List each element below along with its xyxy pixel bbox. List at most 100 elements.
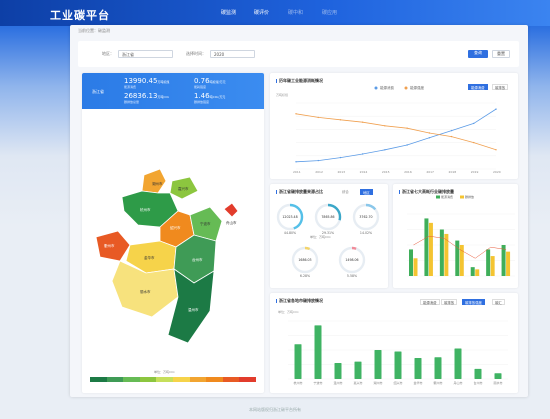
bar-energy (486, 249, 491, 276)
x-tick: 宁波市 (313, 380, 322, 385)
trend-line (413, 235, 507, 259)
x-tick: 2012 (315, 170, 323, 174)
point-energy (495, 108, 497, 110)
city-bar (434, 357, 442, 379)
x-tick: 2017 (426, 170, 434, 174)
gauge-arc (276, 203, 304, 231)
query-button[interactable]: 查询 (468, 50, 488, 58)
x-tick: 丽水市 (493, 380, 502, 385)
city-bar (334, 363, 342, 379)
scale-swatch (156, 377, 173, 382)
x-tick: 舟山市 (453, 380, 462, 385)
region-select[interactable]: 浙江省 (118, 50, 173, 58)
axis-unit-left: 万吨标煤 (276, 92, 288, 97)
city-label: 温州市 (188, 307, 199, 312)
gauge-arc (314, 203, 342, 231)
stat-carbon: 26836.13万吨CO₂ 碳排放总量 (124, 92, 170, 104)
point-energy (428, 137, 431, 139)
city-card: 浙江省各地市碳排放情况 能源消费 碳排放 碳排放强度 碳汇 单位：万吨CO₂ 杭州… (270, 293, 518, 393)
bar-carbon (459, 245, 464, 276)
legend-energy: 能源消费 (380, 85, 394, 90)
trend-card: 历年碳工业能源消耗情况 能源消费 碳排放 能源消费 能源强度 万吨标煤 2011 201… (270, 73, 518, 179)
city-bar (374, 350, 382, 379)
tab-gauge-all[interactable]: 综合 (340, 189, 351, 195)
tab-gauge-region[interactable]: 地区 (360, 189, 373, 195)
tab-city-energy[interactable]: 能源消费 (420, 299, 440, 305)
tab-trend-carbon[interactable]: 碳排放 (492, 84, 509, 90)
scale-swatch (206, 377, 223, 382)
point-intensity (473, 141, 475, 144)
x-tick: 金华市 (413, 380, 422, 385)
city-label: 金华市 (144, 255, 155, 260)
point-intensity (450, 135, 453, 138)
point-intensity (495, 149, 497, 151)
x-tick: 台州市 (473, 380, 482, 385)
footer: 本网站版权归浙江碳平台所有 (249, 407, 301, 412)
gauge-pct: 29.31% (322, 231, 334, 235)
point-energy (450, 129, 453, 132)
legend-dot (374, 86, 378, 90)
city-wenzhou[interactable] (167, 268, 215, 344)
nav-carbon-neutral[interactable]: 碳中和 (288, 10, 304, 16)
tab-trend-energy[interactable]: 能源消费 (468, 84, 488, 90)
city-bar (494, 373, 502, 379)
reset-button[interactable]: 重置 (492, 50, 510, 58)
point-energy (295, 161, 297, 163)
nav-carbon-app[interactable]: 碳应用 (322, 10, 338, 16)
gauge-value: 1498.06 (345, 258, 358, 262)
x-tick: 2015 (382, 170, 390, 174)
city-label: 丽水市 (140, 289, 151, 294)
legend-swatch (460, 195, 464, 199)
legend-dot (404, 86, 408, 90)
axis-unit: 单位：万吨CO₂ (278, 309, 299, 314)
series-line-energy (295, 108, 497, 163)
nav-carbon-eval[interactable]: 碳评价 (254, 10, 270, 16)
city-jiaxing[interactable] (169, 176, 199, 200)
summary-region: 浙江省 (92, 89, 104, 94)
compare-card: 浙江省七大高耗行业碳排放量 能源消费 碳排放 (393, 184, 518, 288)
region-label: 地区： (102, 51, 114, 56)
gauge-pct: 5.58% (347, 274, 357, 278)
gauge-value: 12023.48 (282, 215, 297, 219)
compare-title: 浙江省七大高耗行业碳排放量 (399, 189, 454, 195)
gauge-arc (352, 203, 380, 231)
compare-chart: 能源消费 碳排放 (407, 194, 515, 277)
legend-intensity: 能源强度 (410, 85, 424, 90)
city-label: 宁波市 (200, 221, 211, 226)
zhejiang-map[interactable]: 湖州市 嘉兴市 杭州市 绍兴市 宁波市 舟山市 衢州市 金华市 台州市 丽水市 … (82, 111, 264, 391)
nav-carbon-monitor[interactable]: 碳监测 (221, 10, 237, 16)
map-legend-label: 单位：万吨CO₂ (154, 370, 175, 374)
x-tick: 绍兴市 (393, 380, 402, 385)
city-bar (354, 361, 362, 379)
bar-carbon (413, 258, 418, 276)
point-intensity (406, 127, 408, 129)
city-quzhou[interactable] (95, 230, 131, 262)
gauge-pct: 6.28% (300, 274, 310, 278)
gauge-card: 浙江省碳排放量来源占比 综合 地区 12023.48 44.80% 7865.86 2… (270, 184, 388, 288)
map-color-scale (90, 377, 256, 382)
city-lishui[interactable] (111, 260, 179, 318)
time-select[interactable]: 2020 (210, 50, 255, 58)
city-huzhou[interactable] (141, 168, 167, 194)
bar-energy (455, 240, 460, 276)
city-label: 舟山市 (226, 220, 237, 225)
tab-city-intensity[interactable]: 碳排放强度 (462, 299, 485, 305)
bar-energy (424, 218, 429, 276)
tab-city-sink[interactable]: 碳汇 (492, 299, 505, 305)
bar-energy (439, 229, 444, 276)
gauge-chart: 12023.48 44.80% 7865.86 29.31% 3762.70 14.02%… (276, 203, 380, 278)
breadcrumb: 当前位置：碳监测 (78, 28, 110, 33)
gauge-value: 7865.86 (321, 215, 334, 219)
tab-city-carbon[interactable]: 碳排放 (441, 299, 458, 305)
city-bar (474, 368, 482, 379)
x-tick: 2013 (337, 170, 345, 174)
stat-energy: 13990.45万吨标煤 能源消费 (124, 77, 170, 89)
legend-swatch (436, 195, 440, 199)
filter-bar: 地区： 浙江省 选择时间： 2020 查询 重置 (78, 41, 519, 67)
city-zhoushan[interactable] (223, 202, 239, 218)
x-tick: 2020 (493, 170, 501, 174)
city-ningbo[interactable] (189, 206, 223, 242)
scale-swatch (106, 377, 124, 382)
bar-carbon (506, 251, 511, 276)
